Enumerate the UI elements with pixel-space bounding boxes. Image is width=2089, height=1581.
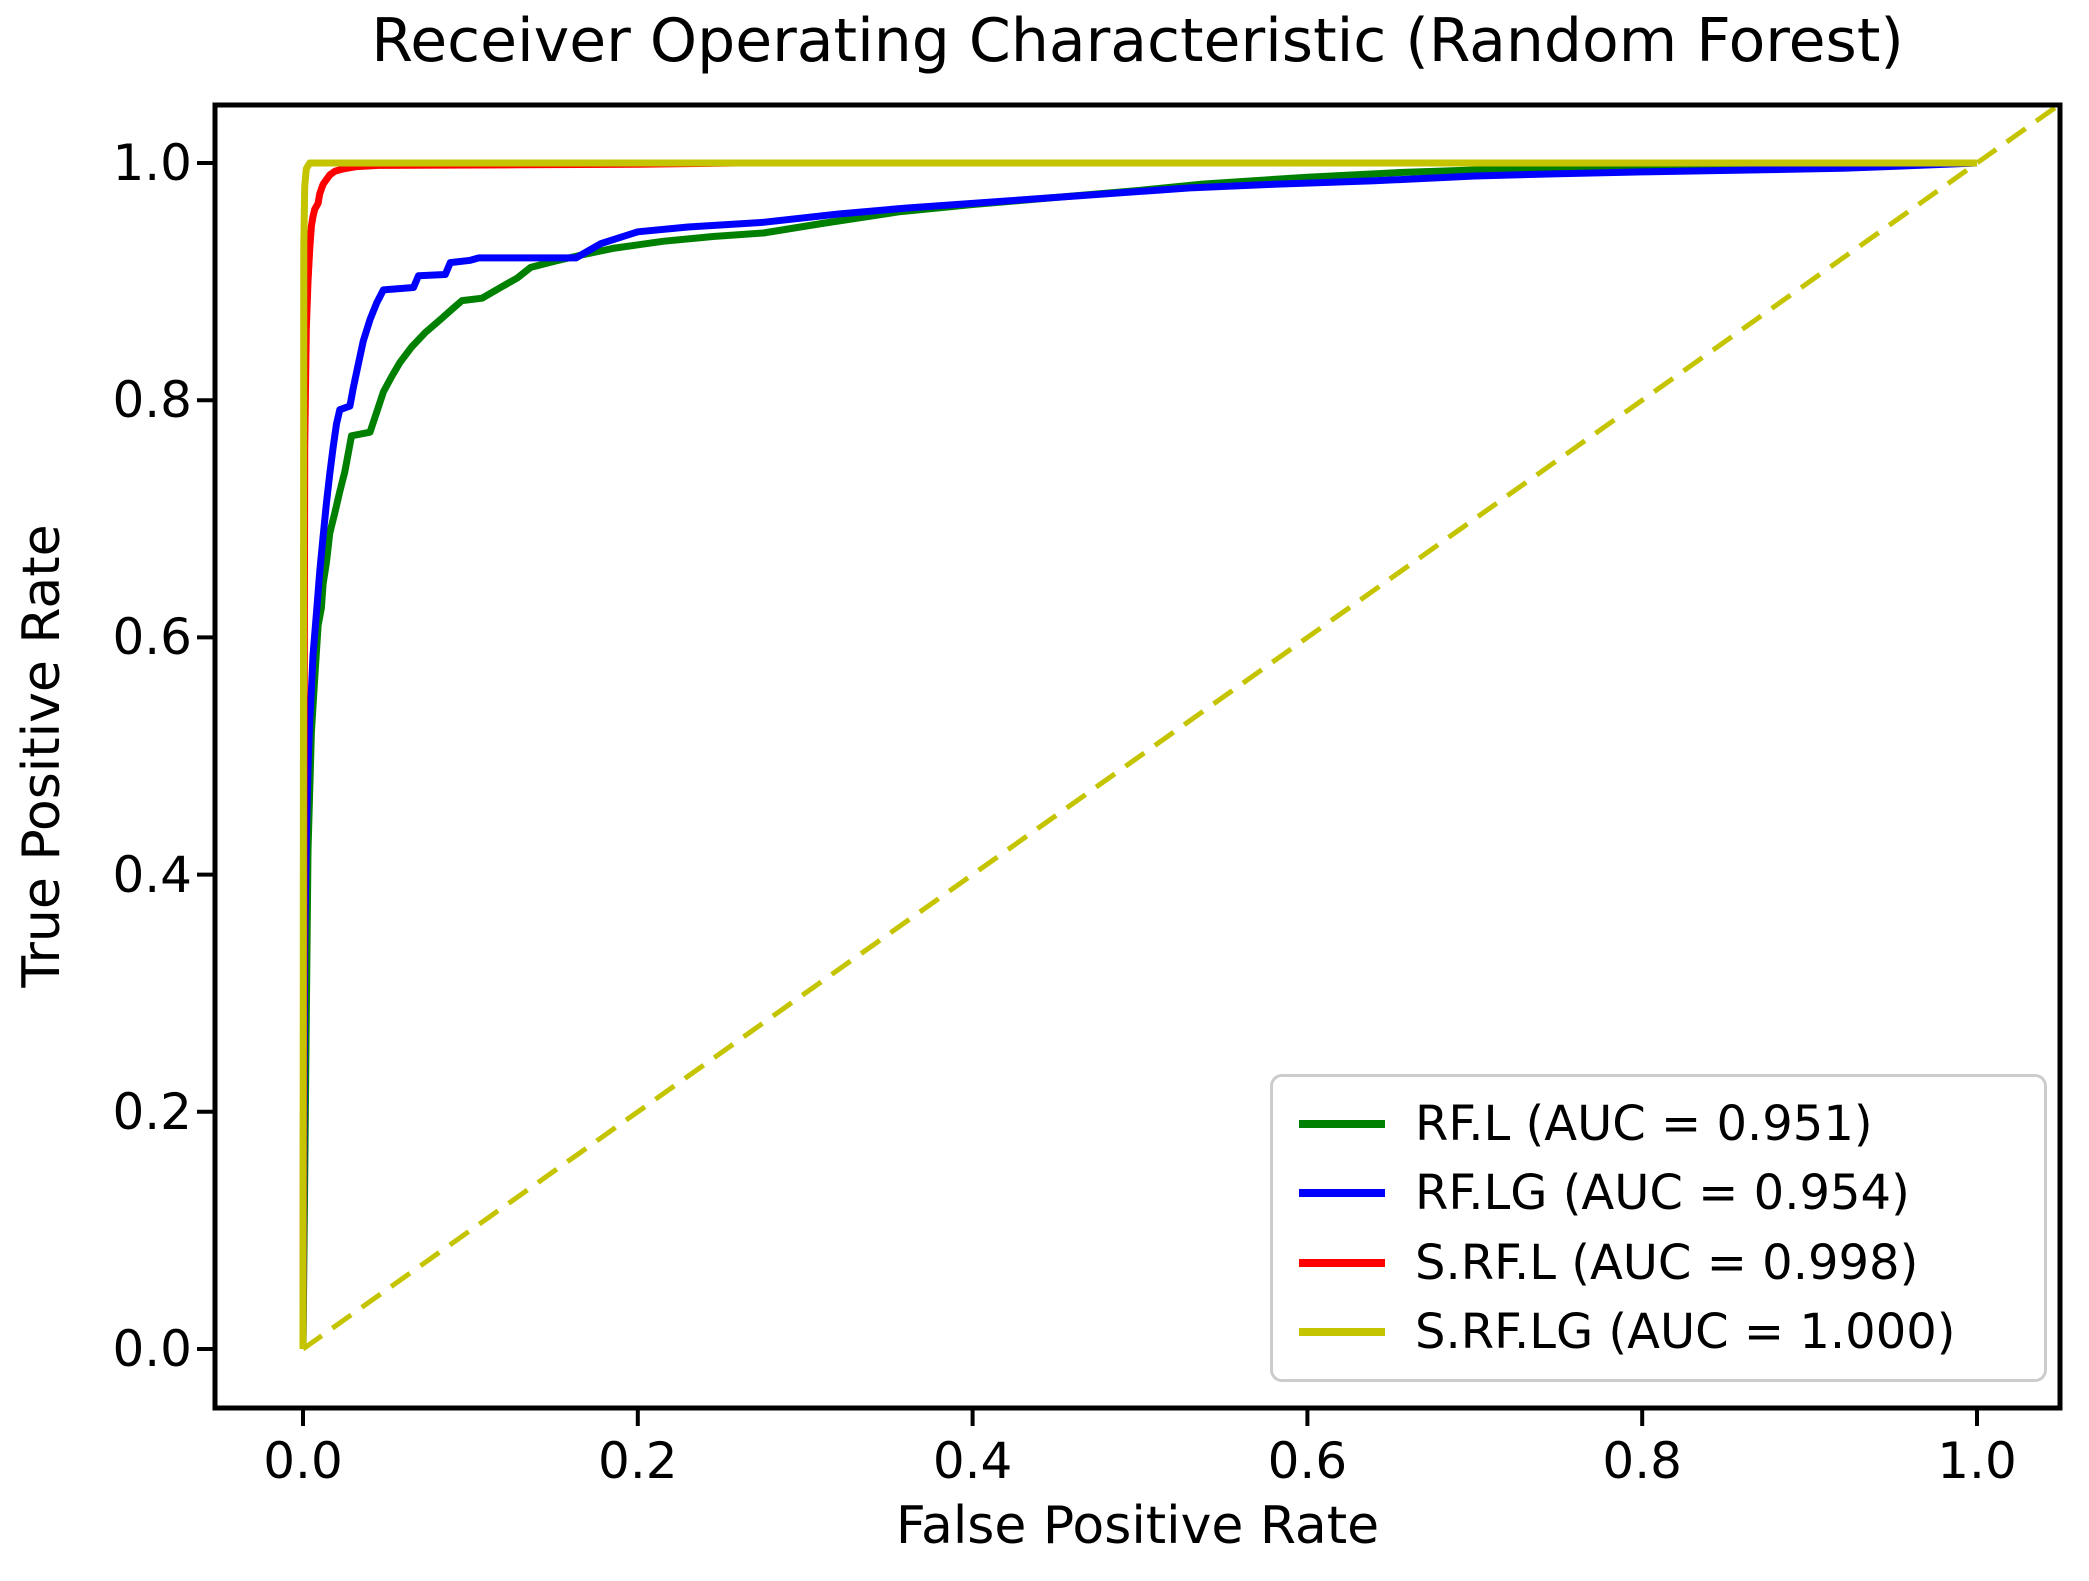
x-tick-label: 0.8 xyxy=(1602,1432,1682,1490)
legend-label-rf-lg: RF.LG (AUC = 0.954) xyxy=(1415,1165,1910,1222)
x-tick-label: 0.6 xyxy=(1267,1432,1348,1490)
roc-curve-s-rf-lg xyxy=(299,159,1977,1350)
legend-swatch-rf-l xyxy=(1299,1119,1385,1128)
legend-row-rf-l: RF.L (AUC = 0.951) xyxy=(1299,1096,2018,1152)
legend-row-s-rf-lg: S.RF.LG (AUC = 1.000) xyxy=(1299,1304,2018,1360)
x-tick-label: 0.2 xyxy=(598,1432,678,1490)
y-axis-label: True Positive Rate xyxy=(12,524,72,988)
legend-label-s-rf-lg: S.RF.LG (AUC = 1.000) xyxy=(1415,1304,1956,1361)
roc-curve-rf-lg xyxy=(299,159,1978,1350)
y-tick-label: 0.8 xyxy=(112,371,192,430)
x-tick-label: 1.0 xyxy=(1937,1432,2017,1490)
legend-row-rf-lg: RF.LG (AUC = 0.954) xyxy=(1299,1165,2018,1221)
x-axis-label: False Positive Rate xyxy=(895,1496,1380,1556)
legend-swatch-s-rf-l xyxy=(1299,1258,1385,1267)
legend-label-s-rf-l: S.RF.L (AUC = 0.998) xyxy=(1415,1234,1919,1291)
legend-swatch-rf-lg xyxy=(1299,1189,1385,1198)
y-tick-label: 0.6 xyxy=(112,608,192,667)
y-tick-label: 0.4 xyxy=(112,845,192,904)
y-tick-label: 0.0 xyxy=(112,1320,192,1378)
legend-swatch-s-rf-lg xyxy=(1299,1328,1385,1337)
axes-frame xyxy=(212,102,2063,1411)
legend-row-s-rf-l: S.RF.L (AUC = 0.998) xyxy=(1299,1235,2018,1291)
y-tick-label: 0.2 xyxy=(112,1082,192,1141)
chart-title: Receiver Operating Characteristic (Rando… xyxy=(371,6,1904,76)
x-tick-label: 0.4 xyxy=(932,1432,1013,1490)
x-tick-label: 0.0 xyxy=(263,1432,343,1490)
y-tick-label: 1.0 xyxy=(112,134,192,192)
legend-label-rf-l: RF.L (AUC = 0.951) xyxy=(1415,1095,1873,1152)
legend: RF.L (AUC = 0.951) RF.LG (AUC = 0.954) S… xyxy=(1270,1074,2047,1382)
